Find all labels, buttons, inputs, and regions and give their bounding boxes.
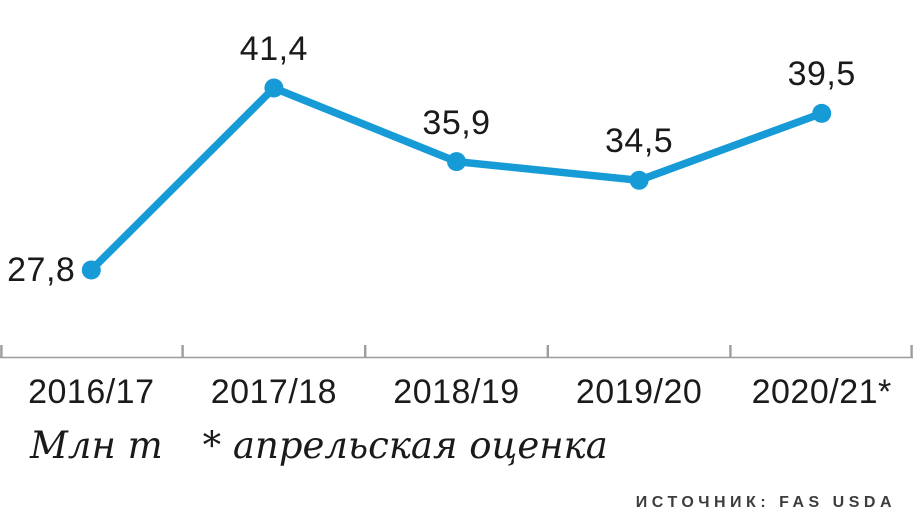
unit-label: Млн т [30,424,163,467]
data-line [87,84,826,274]
data-point-marker [812,103,832,123]
data-point-marker [447,152,466,172]
footnote: * апрельская оценка [202,424,608,467]
footer-row: Млн т * апрельская оценка [30,424,608,468]
data-point-marker [264,78,284,98]
data-point-marker [81,260,101,280]
data-point-marker [629,170,649,190]
source-label: ИСТОЧНИК: FAS USDA [635,494,896,511]
